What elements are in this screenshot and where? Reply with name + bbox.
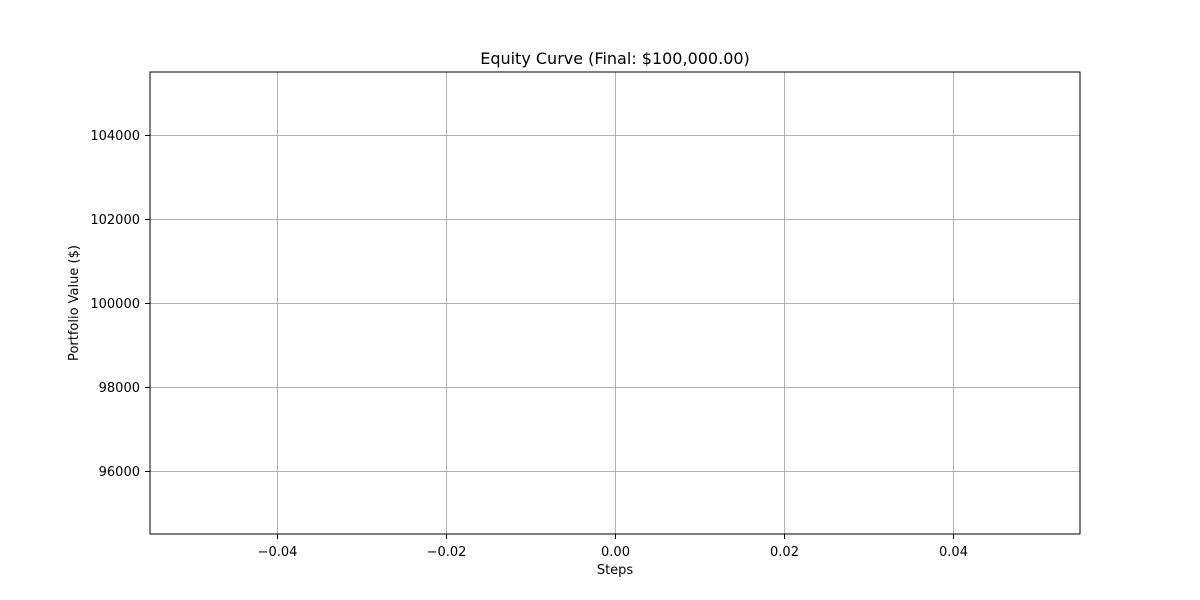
x-axis-ticks: −0.04 −0.02 0.00 0.02 0.04 (258, 534, 968, 560)
y-tick-label: 100000 (90, 297, 140, 312)
y-tick-label: 96000 (99, 465, 140, 480)
y-tick-label: 98000 (99, 381, 140, 396)
x-tick-label: 0.00 (601, 545, 630, 560)
x-tick-label: −0.04 (258, 545, 298, 560)
x-tick-label: 0.04 (939, 545, 968, 560)
y-axis-ticks: 96000 98000 100000 102000 104000 (90, 129, 150, 480)
y-tick-label: 104000 (90, 129, 140, 144)
x-tick-label: −0.02 (427, 545, 467, 560)
x-tick-label: 0.02 (770, 545, 799, 560)
grid (150, 72, 1080, 534)
chart-title: Equity Curve (Final: $100,000.00) (480, 49, 750, 68)
y-tick-label: 102000 (90, 213, 140, 228)
x-axis-label: Steps (597, 563, 634, 578)
y-axis-label: Portfolio Value ($) (67, 245, 82, 361)
